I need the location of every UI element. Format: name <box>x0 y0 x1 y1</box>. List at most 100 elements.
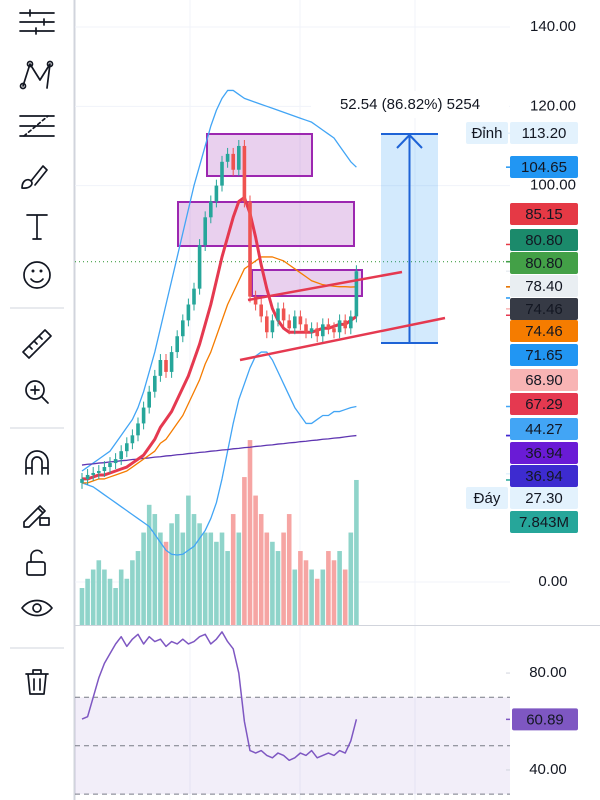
tool-crosshair-lines[interactable] <box>19 9 55 35</box>
price-label: 44.27 <box>525 421 563 438</box>
volume-bar <box>79 588 85 625</box>
volume-bar <box>331 560 337 625</box>
volume-bar <box>141 532 146 625</box>
price-label-box <box>510 465 578 487</box>
candle-body <box>209 201 213 218</box>
price-label: 85.15 <box>525 206 563 223</box>
volume-bar <box>225 551 230 625</box>
trend-line[interactable] <box>247 270 403 302</box>
candle-body <box>220 161 224 186</box>
candle-body <box>293 316 297 329</box>
volume-bar <box>281 532 286 625</box>
volume-bar <box>270 541 275 625</box>
y-tick-label: 40.00 <box>529 761 567 778</box>
price-label: 7.843M <box>519 514 569 531</box>
volume-layer <box>79 440 359 625</box>
price-label: 74.46 <box>525 301 563 318</box>
candle-body <box>125 443 129 452</box>
volume-bar <box>197 523 202 625</box>
candle-body <box>225 153 230 162</box>
candle-body <box>97 470 101 473</box>
y-tick-label: 140.00 <box>530 18 576 35</box>
candle-body <box>141 407 146 424</box>
candle-body <box>80 478 84 483</box>
candle-body <box>158 360 163 376</box>
candle-body <box>197 245 202 289</box>
candle-body <box>332 328 336 333</box>
candle-body <box>265 316 269 333</box>
tool-emoji[interactable] <box>23 261 51 289</box>
trend-line[interactable] <box>239 316 446 362</box>
tool-pattern[interactable] <box>19 60 54 90</box>
volume-bar <box>85 578 90 625</box>
volume-bar <box>314 578 320 625</box>
candle-body <box>281 308 286 321</box>
candle-body <box>175 336 179 353</box>
rectangle-drawing[interactable] <box>177 201 355 247</box>
rsi-pane: 80.00 40.00 60.89 <box>75 631 578 795</box>
candle-body <box>214 185 219 202</box>
tool-zoom[interactable] <box>25 380 49 404</box>
price-label-box <box>510 393 578 415</box>
volume-bar <box>354 479 359 625</box>
price-label-box <box>510 320 578 342</box>
candle-body <box>315 328 319 337</box>
candle-body <box>119 451 123 460</box>
tool-unlock[interactable] <box>26 549 46 576</box>
price-label-box <box>510 344 578 366</box>
tool-text[interactable] <box>26 214 48 240</box>
candle-body <box>248 201 252 297</box>
tool-delete[interactable] <box>25 669 49 695</box>
candle-body <box>276 308 280 321</box>
price-label-box <box>510 511 578 533</box>
tool-lock-drawing[interactable] <box>23 505 50 528</box>
indicator-line <box>81 434 357 466</box>
candle-body <box>181 320 185 337</box>
price-label: 27.30 <box>525 490 563 507</box>
candle-body <box>253 296 258 305</box>
price-label: 71.65 <box>525 347 563 364</box>
candle-body <box>242 145 247 202</box>
candle-body <box>287 320 291 329</box>
price-label-box <box>510 229 578 251</box>
candle-body <box>349 316 353 329</box>
volume-bar <box>320 569 326 625</box>
tool-fib[interactable] <box>19 115 55 137</box>
volume-bar <box>326 551 331 625</box>
price-label-box <box>510 203 578 225</box>
price-label-box <box>510 298 578 320</box>
rectangle-drawing[interactable] <box>251 269 363 297</box>
candle-body <box>343 320 347 329</box>
candle-body <box>298 316 303 325</box>
price-label-box <box>510 369 578 391</box>
price-label-box <box>510 156 578 178</box>
candle-body <box>354 271 359 317</box>
indicator-line <box>81 89 357 472</box>
candle-body <box>192 288 196 305</box>
price-tag-box <box>466 487 508 509</box>
price-layer <box>80 89 359 556</box>
rectangle-drawing[interactable] <box>206 133 313 177</box>
tool-brush[interactable] <box>21 165 48 189</box>
price-label-box <box>510 418 578 440</box>
tool-visibility[interactable] <box>21 599 53 617</box>
candle-body <box>91 472 95 475</box>
measure-arrow <box>396 133 423 343</box>
price-label: 80.80 <box>525 232 563 249</box>
candle-body <box>136 423 140 436</box>
candle-body <box>270 320 275 333</box>
candle-body <box>326 324 331 329</box>
price-label-box <box>510 487 578 509</box>
price-label: 68.90 <box>525 372 563 389</box>
indicator-line <box>82 256 357 484</box>
measure-label-box <box>311 91 509 118</box>
price-label: 74.46 <box>525 323 563 340</box>
tool-magnet[interactable] <box>25 450 49 475</box>
tool-ruler[interactable] <box>22 329 52 359</box>
volume-bar <box>286 514 292 625</box>
volume-bar <box>158 532 163 625</box>
volume-bar <box>264 532 270 625</box>
measure-label: 52.54 (86.82%) 5254 <box>311 91 509 118</box>
rsi-label: 60.89 <box>526 711 564 728</box>
volume-bar <box>113 588 118 625</box>
